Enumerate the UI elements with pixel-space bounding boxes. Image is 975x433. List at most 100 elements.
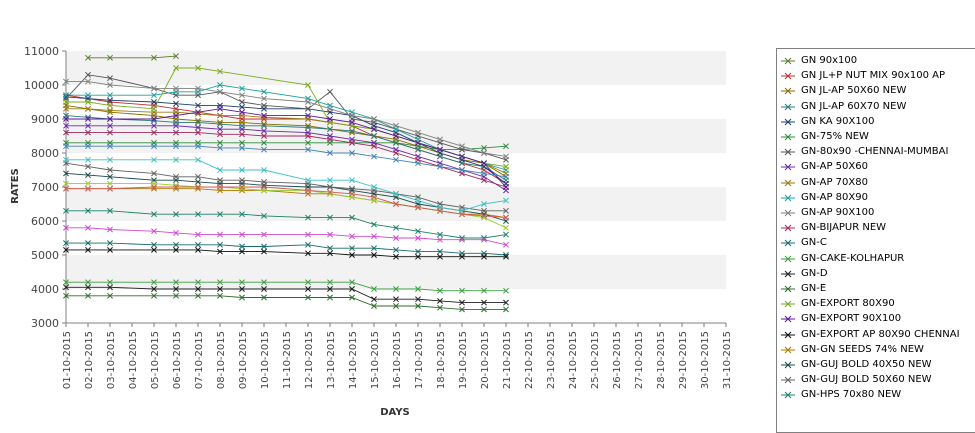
data-point [261,231,267,238]
data-point [261,102,267,109]
data-point [151,129,157,136]
x-tick-label: 23-10-2015 [546,331,557,389]
data-point [327,189,333,196]
data-point [151,54,157,61]
data-point [503,287,509,294]
y-axis-label: RATES [10,168,21,204]
data-point [195,85,201,92]
x-tick-label: 09-10-2015 [238,331,249,389]
data-point [327,286,333,292]
data-point [371,303,377,309]
legend-label: GN-E [801,283,827,294]
data-point [85,224,91,231]
data-point [503,184,509,190]
data-point [107,92,113,99]
data-point [327,250,333,257]
legend-label: GN KA 90X100 [801,115,875,127]
data-point [63,207,69,214]
legend: GN 90x100 GN JL+P NUT MIX 90x100 AP GN JL-… [776,48,975,433]
grid-band [66,153,726,187]
data-point [349,127,355,134]
data-point [173,184,179,190]
data-point [349,294,355,301]
legend-marker-icon [781,164,795,171]
data-point [239,85,245,92]
data-point [151,116,157,122]
data-point [327,150,333,156]
data-point [151,105,157,112]
x-tick-label: 19-10-2015 [458,331,469,389]
legend-marker-icon [781,240,795,247]
data-point [327,294,333,301]
data-point [261,127,267,134]
data-point [503,173,509,180]
data-point [481,150,487,156]
data-point [239,131,245,138]
data-point [239,126,245,133]
data-point [415,129,421,136]
data-point [63,92,69,99]
data-point [63,292,69,299]
data-point [151,99,157,105]
data-point [217,139,223,146]
data-point [195,185,201,192]
data-point [503,163,509,170]
data-point [437,163,443,170]
data-point [503,241,509,248]
data-point [437,297,443,304]
data-point [217,292,223,299]
data-point [481,201,487,207]
data-point [107,54,113,61]
data-point [459,306,465,313]
data-point [415,160,421,167]
y-tick-label: 8000 [31,147,59,160]
data-point [107,82,113,88]
data-point [415,303,421,309]
data-point [327,105,333,112]
data-point [217,126,223,133]
data-point [195,117,201,124]
legend-marker-icon [781,148,795,156]
grid-band [66,85,726,119]
data-point [173,100,179,107]
data-point [437,253,443,260]
data-point [371,221,377,228]
data-point [173,122,179,129]
y-tick-label: 9000 [31,113,59,126]
data-point [63,246,69,253]
data-point [173,286,179,292]
data-point [481,207,487,214]
data-point [107,284,113,291]
x-tick-label: 17-10-2015 [414,331,425,389]
data-point [239,286,245,292]
y-tick-label: 7000 [31,181,59,194]
data-point [349,129,355,136]
data-point [107,292,113,299]
data-point [415,204,421,211]
data-point [195,124,201,131]
data-point [503,197,509,204]
legend-label: GN-BIJAPUR NEW [801,222,887,234]
x-tick-label: 12-10-2015 [304,331,315,389]
data-point [239,211,245,218]
data-point [151,92,157,99]
data-point [371,116,377,122]
x-tick-label: 30-10-2015 [700,331,711,389]
data-point [393,246,399,253]
data-point [503,231,509,238]
data-point [261,139,267,146]
data-point [261,121,267,128]
data-point [349,233,355,240]
data-point [217,211,223,218]
data-point [107,156,113,163]
data-point [217,105,223,112]
data-point [195,156,201,163]
data-point [503,253,509,260]
data-point [261,184,267,190]
legend-label: GN-GUJ BOLD 50X60 NEW [801,374,932,386]
data-point [217,121,223,128]
data-point [239,177,245,184]
x-tick-label: 13-10-2015 [326,331,337,389]
data-point [195,246,201,253]
